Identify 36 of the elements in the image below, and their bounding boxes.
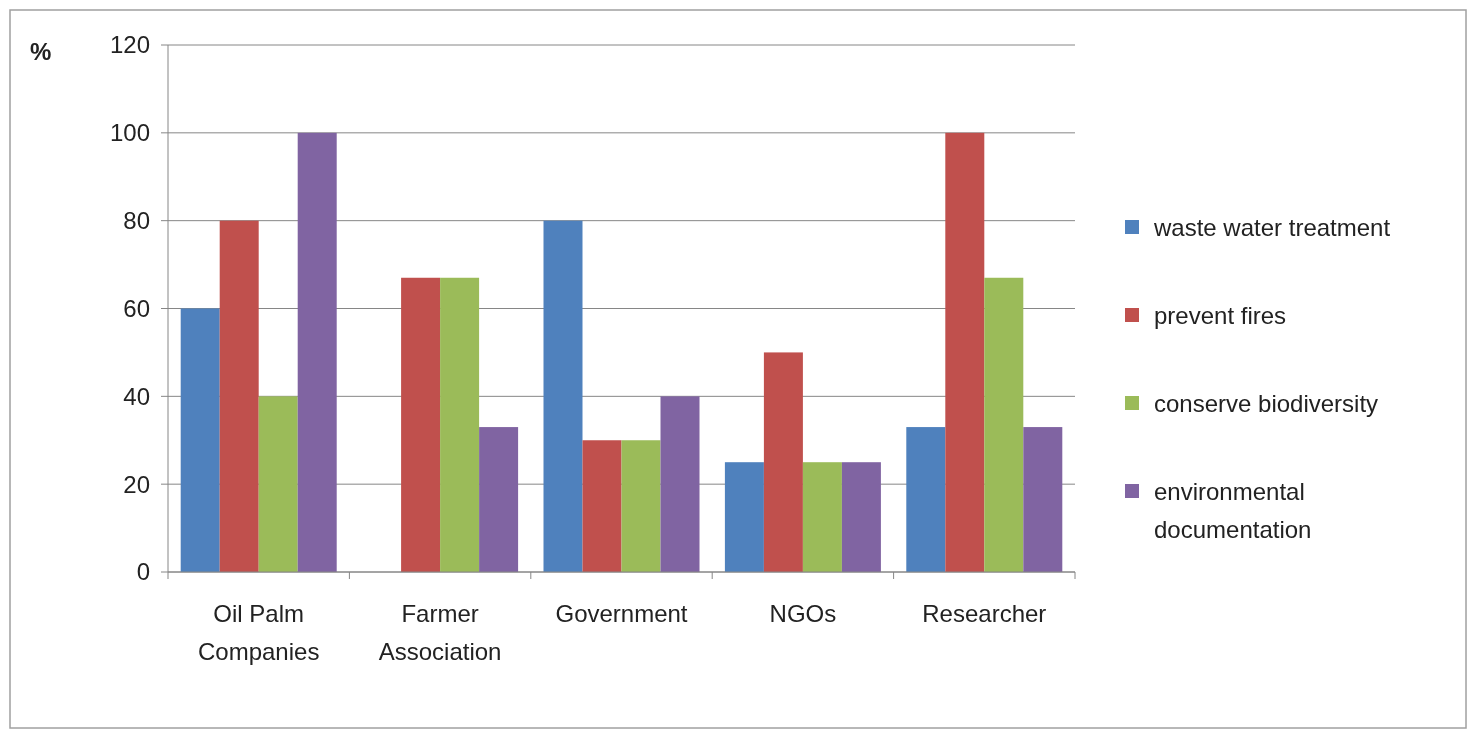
bar (180, 308, 220, 572)
y-tick-label: 120 (109, 31, 150, 59)
legend-label: environmental documentation (1154, 478, 1312, 544)
bar (621, 440, 661, 572)
bar (841, 462, 881, 572)
legend-label: prevent fires (1154, 302, 1287, 330)
y-tick-label: 60 (123, 294, 150, 322)
bar (1023, 427, 1063, 572)
bar (802, 462, 842, 572)
bar (440, 277, 480, 572)
bar (984, 277, 1024, 572)
bar (479, 427, 519, 572)
bar (945, 132, 985, 572)
x-tick-label: Oil Palm Companies (198, 600, 320, 665)
y-tick-label: 40 (123, 382, 150, 410)
bar (582, 440, 622, 572)
y-tick-label: 0 (136, 558, 150, 586)
y-tick-label: 20 (123, 470, 150, 498)
bar (297, 132, 337, 572)
bar (660, 396, 700, 572)
x-tick-label: Farmer Association (378, 600, 502, 665)
bar (401, 277, 441, 572)
bar (763, 352, 803, 572)
bar (258, 396, 298, 572)
y-tick-label: 100 (109, 119, 150, 147)
bar (543, 220, 583, 572)
y-axis-title: % (30, 38, 52, 65)
bar (724, 462, 764, 572)
bar (219, 220, 259, 572)
legend-label: conserve biodiversity (1154, 390, 1379, 418)
x-tick-label: Government (555, 600, 688, 627)
legend-label: waste water treatment (1153, 214, 1391, 242)
y-tick-label: 80 (123, 207, 150, 235)
x-tick-label: Researcher (922, 600, 1047, 627)
bar (906, 427, 946, 572)
x-tick-label: NGOs (769, 600, 837, 627)
